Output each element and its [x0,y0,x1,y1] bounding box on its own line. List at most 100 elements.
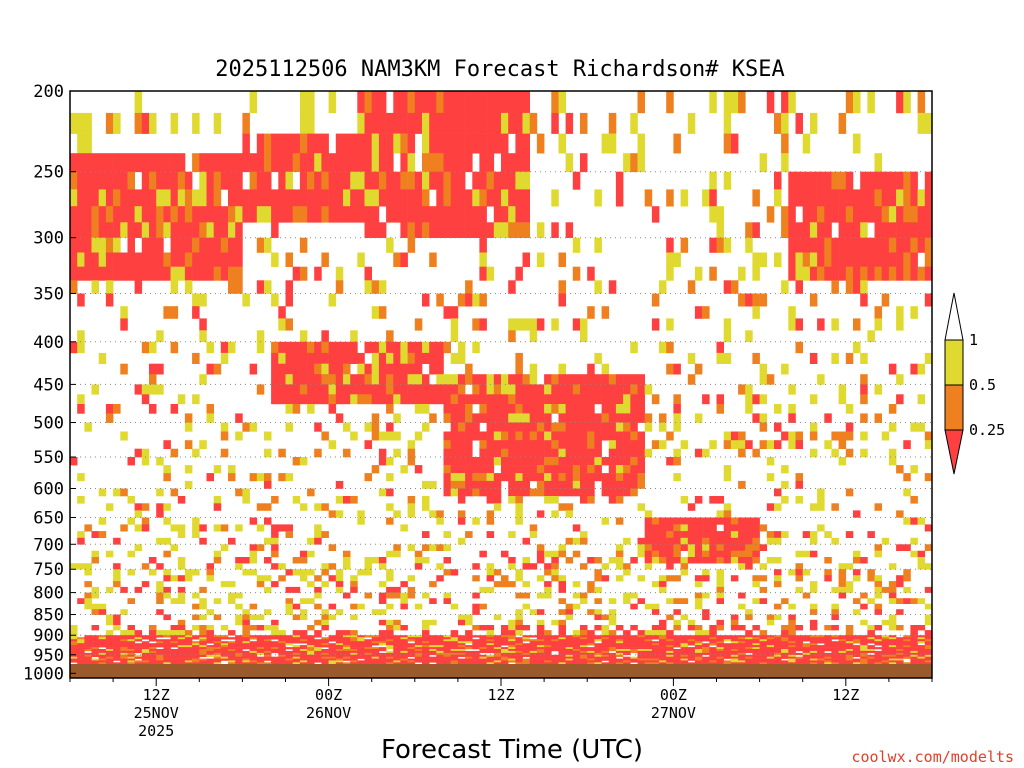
heatmap-cell [163,440,171,449]
heatmap-cell [328,662,337,665]
heatmap-cell [170,189,179,207]
heatmap-cell [429,643,437,646]
heatmap-cell [457,91,466,114]
heatmap-cell [666,598,674,604]
heatmap-cell [580,649,588,652]
heatmap-cell [457,662,466,665]
heatmap-cell [184,647,193,650]
heatmap-cell [486,457,495,466]
heatmap-cell [357,569,365,576]
heatmap-cell [177,394,186,405]
heatmap-cell [788,189,796,207]
heatmap-cell [817,652,825,656]
heatmap-cell [536,635,545,638]
heatmap-cell [400,352,408,364]
heatmap-cell [393,592,401,599]
heatmap-cell [422,293,430,307]
heatmap-cell [335,153,344,173]
heatmap-cell [687,650,696,654]
heatmap-cell [788,654,796,657]
heatmap-cell [105,413,114,423]
heatmap-cell [702,649,710,652]
heatmap-cell [249,569,258,576]
heatmap-cell [623,480,631,489]
source-credit[interactable]: coolwx.com/modelts [851,748,1014,766]
heatmap-cell [565,374,574,385]
heatmap-cell [127,222,135,238]
heatmap-cell [795,637,803,640]
heatmap-cell [271,374,279,385]
heatmap-cell [228,280,236,294]
heatmap-cell [766,473,775,482]
heatmap-cell [630,394,638,405]
heatmap-cell [386,394,394,405]
heatmap-cell [228,171,236,190]
heatmap-cell [544,641,552,644]
heatmap-cell [271,206,279,223]
heatmap-cell [723,473,732,482]
heatmap-cell [529,645,538,648]
heatmap-cell [845,643,854,646]
heatmap-cell [824,413,832,423]
heatmap-cell [515,112,523,134]
heatmap-cell [163,614,171,621]
heatmap-cell [774,112,782,134]
heatmap-cell [888,660,897,663]
heatmap-cell [774,656,782,659]
heatmap-cell [141,237,150,253]
heatmap-cell [867,650,875,654]
heatmap-cell [256,206,265,223]
heatmap-cell [774,531,782,538]
heatmap-cell [752,650,760,654]
heatmap-cell [723,133,732,154]
heatmap-cell [802,171,811,190]
heatmap-cell [881,586,890,593]
heatmap-cell [486,643,495,646]
heatmap-cell [508,658,516,661]
heatmap-cell [400,598,408,604]
heatmap-cell [860,635,868,638]
heatmap-cell [192,650,200,654]
heatmap-cell [766,660,775,663]
heatmap-cell [867,189,875,207]
heatmap-cell [795,266,803,281]
heatmap-cell [228,656,236,659]
heatmap-cell [580,635,588,638]
heatmap-cell [680,649,689,652]
heatmap-cell [659,531,667,538]
heatmap-cell [249,171,258,190]
heatmap-cell [788,647,796,650]
heatmap-cell [752,598,760,604]
heatmap-cell [163,654,171,657]
heatmap-cell [256,660,265,663]
heatmap-cell [651,649,660,652]
heatmap-cell [817,524,825,532]
heatmap-cell [335,662,344,665]
heatmap-cell [903,222,911,238]
heatmap-cell [479,440,487,449]
heatmap-cell [615,394,624,405]
heatmap-cell [730,658,739,661]
heatmap-cell [156,488,164,497]
heatmap-cell [84,658,92,661]
heatmap-cell [357,189,365,207]
heatmap-cell [91,609,99,615]
heatmap-cell [271,630,279,636]
heatmap-cell [881,171,890,190]
heatmap-cell [335,641,344,644]
heatmap-cell [536,550,545,558]
heatmap-cell [608,654,617,657]
heatmap-cell [393,619,401,626]
heatmap-cell [156,252,164,267]
heatmap-cell [666,641,674,644]
heatmap-cell [781,635,789,638]
heatmap-cell [450,660,459,663]
heatmap-cell [702,592,710,599]
heatmap-cell [278,639,286,642]
heatmap-cell [472,639,480,642]
heatmap-cell [292,641,301,644]
heatmap-cell [84,654,92,657]
heatmap-cell [70,112,78,134]
heatmap-cell [220,352,229,364]
heatmap-cell [673,652,681,656]
